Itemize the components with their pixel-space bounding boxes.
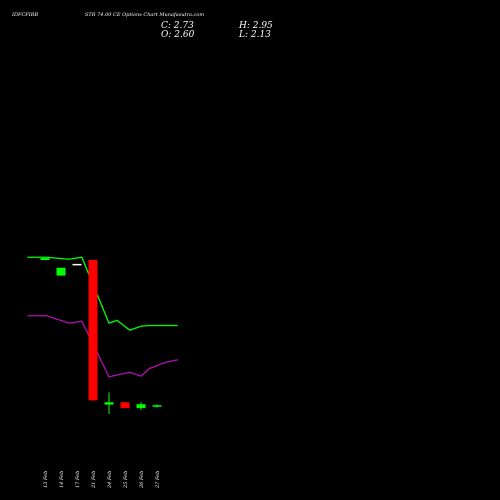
low-value: L: 2.13 — [239, 30, 271, 40]
x-tick-label: 13 Feb — [43, 471, 49, 488]
candle-body — [72, 263, 82, 266]
x-tick-label: 26 Feb — [139, 471, 145, 489]
candle-body — [56, 267, 66, 276]
close-value: C: 2.73 — [161, 21, 194, 31]
x-tick-label: 21 Feb — [91, 471, 97, 489]
open-value: O: 2.60 — [161, 30, 195, 40]
x-tick-label: 24 Feb — [107, 471, 113, 489]
overlay-line-2 — [27, 315, 178, 378]
candle-body — [88, 260, 98, 401]
chart-description: STR 74.00 CE Options Chart Munafasutra.c… — [85, 12, 205, 18]
candle-body — [104, 402, 114, 405]
x-tick-label: 14 Feb — [59, 471, 65, 488]
overlay-line-1 — [27, 256, 178, 331]
symbol-label: IDFCFIRB — [12, 12, 39, 18]
x-tick-label: 17 Feb — [75, 471, 81, 488]
candle-body — [136, 404, 146, 409]
x-tick-label: 27 Feb — [155, 471, 161, 489]
candle-body — [120, 402, 130, 409]
candle-body — [40, 258, 50, 260]
x-tick-label: 25 Feb — [123, 471, 129, 489]
high-value: H: 2.95 — [239, 21, 273, 31]
candle-body — [152, 405, 162, 407]
